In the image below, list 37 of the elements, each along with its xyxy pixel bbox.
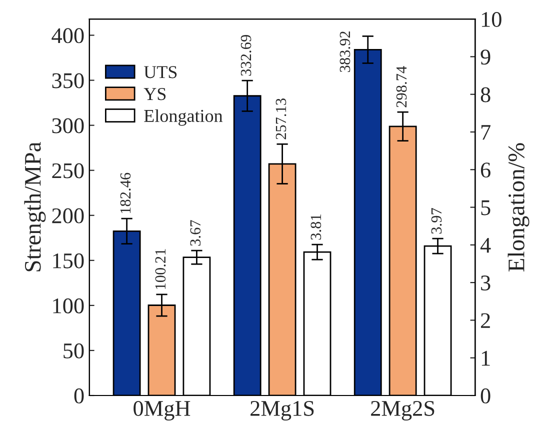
legend-label: UTS bbox=[144, 66, 177, 78]
y-tick-label: 150 bbox=[53, 253, 84, 268]
x-tick-label: 2Mg1S bbox=[250, 401, 314, 421]
data-label: 383.92 bbox=[340, 32, 350, 72]
data-label: 100.21 bbox=[155, 249, 166, 289]
y2-axis-title: Elongation/% bbox=[508, 143, 530, 272]
y2-tick-label: 3 bbox=[481, 276, 490, 290]
y2-tick-label: 4 bbox=[480, 238, 491, 253]
data-label: 3.67 bbox=[190, 220, 201, 246]
data-label: 3.81 bbox=[310, 214, 322, 240]
y-tick-label: 0 bbox=[74, 388, 84, 404]
y2-tick-label: 2 bbox=[480, 313, 490, 328]
y-axis-title: Strength/MPa bbox=[24, 142, 46, 272]
y-tick-label: 200 bbox=[52, 208, 84, 224]
y2-tick-label: 10 bbox=[482, 12, 502, 27]
y-tick-label: 400 bbox=[52, 28, 84, 44]
legend-label: YS bbox=[144, 88, 166, 100]
data-label: 182.46 bbox=[120, 172, 131, 214]
y2-tick-label: 5 bbox=[481, 200, 490, 216]
x-tick-label: 2Mg2S bbox=[371, 401, 434, 421]
y2-tick-label: 9 bbox=[480, 50, 490, 65]
data-label: 298.74 bbox=[396, 66, 407, 108]
y-tick-label: 250 bbox=[52, 163, 84, 178]
y-tick-label: 300 bbox=[52, 118, 84, 134]
y-tick-label: 350 bbox=[52, 73, 84, 88]
y2-tick-label: 1 bbox=[482, 350, 490, 366]
y2-tick-label: 7 bbox=[481, 125, 490, 140]
y2-tick-label: 6 bbox=[480, 162, 490, 178]
x-tick-label: 0MgH bbox=[134, 400, 190, 421]
data-label: 332.69 bbox=[240, 35, 252, 76]
y-tick-label: 100 bbox=[53, 298, 84, 314]
data-label: 257.13 bbox=[276, 98, 286, 140]
data-label: 3.97 bbox=[431, 208, 442, 234]
y-tick-label: 50 bbox=[64, 343, 84, 358]
legend-label: Elongation bbox=[144, 109, 223, 126]
y2-tick-label: 0 bbox=[480, 388, 490, 404]
y2-tick-label: 8 bbox=[480, 87, 490, 102]
